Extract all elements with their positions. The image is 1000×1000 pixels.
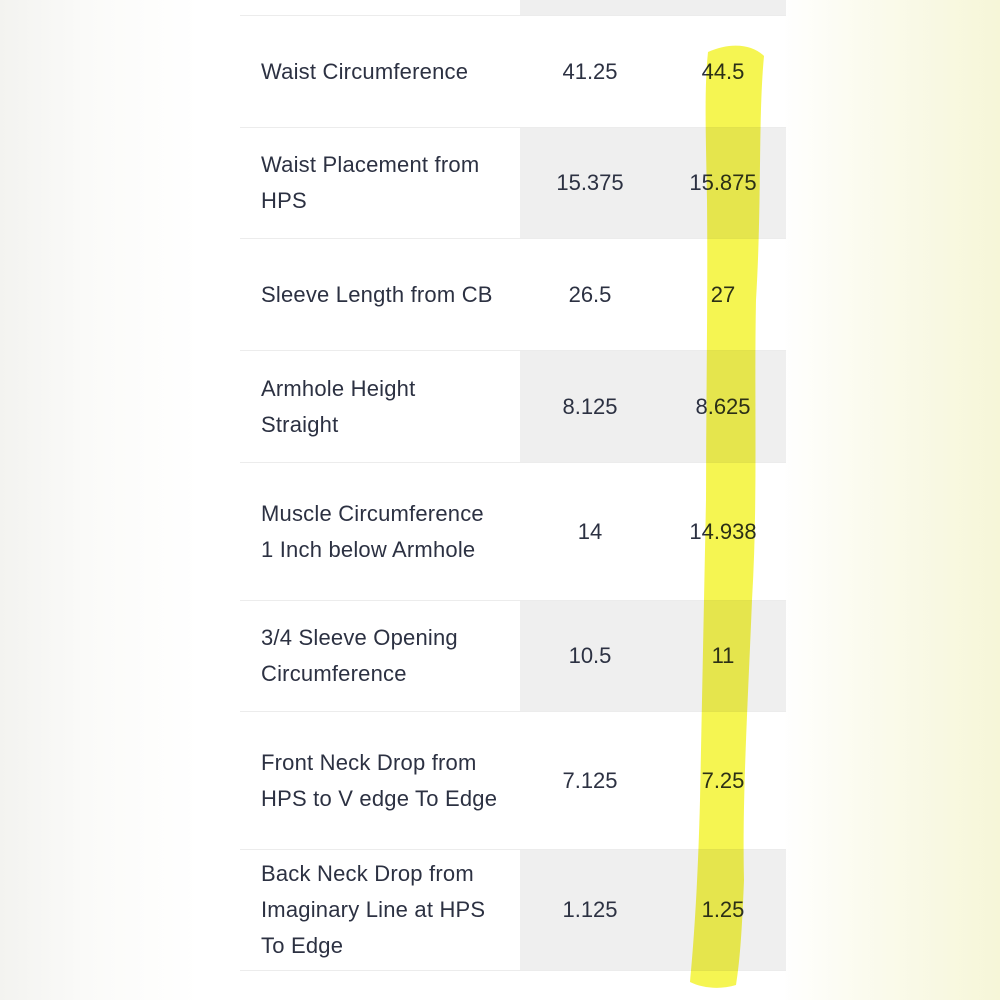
measurement-label: Sleeve Length from CB (261, 281, 493, 307)
table-row: Waist Circumference 41.25 44.5 (240, 16, 786, 128)
measurement-label: Armhole Height Straight (261, 375, 416, 437)
measurement-value-col2: 11 (660, 601, 786, 711)
table-row: Sleeve Length from CB 26.5 27 (240, 239, 786, 351)
previous-row-shade (520, 0, 786, 16)
measurement-value-col2: 15.875 (660, 128, 786, 238)
measurement-value-col2: 8.625 (660, 351, 786, 462)
table-row: Muscle Circumference 1 Inch below Armhol… (240, 463, 786, 601)
measurement-value-col1: 8.125 (520, 351, 660, 462)
measurement-value-col1: 14 (577, 518, 603, 544)
measurement-value-col1: 15.375 (520, 128, 660, 238)
measurement-label: Back Neck Drop from Imaginary Line at HP… (261, 861, 486, 958)
measurement-value-col1: 41.25 (562, 58, 618, 84)
measurement-value-col1: 7.125 (562, 767, 618, 793)
measurement-value-col2: 1.25 (660, 850, 786, 970)
table-row: Back Neck Drop from Imaginary Line at HP… (240, 850, 786, 971)
table-row: Armhole Height Straight 8.125 8.625 (240, 351, 786, 463)
table-row: Front Neck Drop from HPS to V edge To Ed… (240, 712, 786, 850)
measurement-value-col1: 1.125 (520, 850, 660, 970)
measurement-value-col1: 10.5 (520, 601, 660, 711)
measurement-label: Muscle Circumference 1 Inch below Armhol… (261, 500, 484, 562)
measurement-label: 3/4 Sleeve Opening Circumference (261, 625, 458, 686)
measurement-value-col2: 44.5 (701, 58, 745, 84)
measurement-value-col2: 7.25 (701, 767, 745, 793)
previous-row-edge (240, 0, 786, 16)
measurement-value-col2: 14.938 (689, 518, 757, 544)
measurement-label: Waist Circumference (261, 58, 469, 84)
row-divider (240, 15, 786, 16)
measurement-label: Waist Placement from HPS (261, 152, 480, 213)
measurement-value-col1: 26.5 (568, 281, 612, 307)
table-row: 3/4 Sleeve Opening Circumference 10.5 11 (240, 601, 786, 712)
measurement-label: Front Neck Drop from HPS to V edge To Ed… (261, 749, 498, 811)
measurement-value-col2: 27 (710, 281, 736, 307)
table-row: Waist Placement from HPS 15.375 15.875 (240, 128, 786, 239)
